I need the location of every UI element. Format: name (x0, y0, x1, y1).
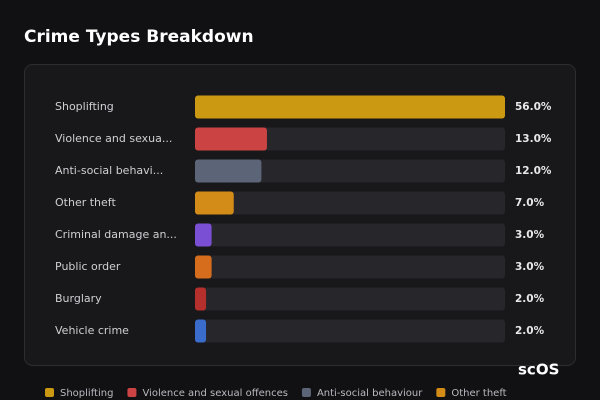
value-label: 13.0% (515, 133, 552, 145)
value-label: 12.0% (515, 165, 552, 177)
bar (195, 223, 212, 247)
value-label: 3.0% (515, 229, 545, 241)
bar-track (195, 255, 505, 279)
value-label: 3.0% (515, 261, 545, 273)
legend-label: Anti-social behaviour (317, 388, 423, 399)
legend-label: Shoplifting (60, 388, 113, 399)
bar-track (195, 287, 505, 311)
bar (195, 159, 262, 183)
bar (195, 287, 207, 311)
bar-track (195, 127, 505, 151)
bar (195, 95, 505, 119)
legend-swatch (301, 388, 311, 397)
category-label: Burglary (55, 292, 102, 305)
bar (195, 127, 267, 151)
bar (195, 255, 212, 279)
category-label: Other theft (55, 196, 116, 209)
category-label: Anti-social behavi... (55, 164, 163, 177)
category-label: Shoplifting (55, 100, 114, 113)
bar-track (195, 319, 505, 343)
bar-track (195, 159, 505, 183)
category-label: Public order (55, 260, 121, 273)
value-label: 2.0% (515, 325, 545, 337)
value-label: 7.0% (515, 197, 545, 209)
bar-track (195, 191, 505, 215)
bar (195, 191, 234, 215)
category-label: Vehicle crime (55, 324, 129, 337)
bar (195, 319, 207, 343)
category-label: Criminal damage an... (55, 228, 177, 241)
legend-label: Other theft (451, 388, 506, 399)
value-label: 2.0% (515, 293, 545, 305)
bar-track (195, 223, 505, 247)
chart-title: Crime Types Breakdown (24, 27, 254, 47)
category-label: Violence and sexua... (55, 132, 172, 145)
logo: scOS (518, 361, 559, 379)
legend-swatch (436, 388, 446, 397)
legend-swatch (127, 388, 137, 397)
legend-swatch (45, 388, 54, 397)
value-label: 56.0% (515, 101, 552, 113)
legend-label: Violence and sexual offences (142, 388, 288, 399)
